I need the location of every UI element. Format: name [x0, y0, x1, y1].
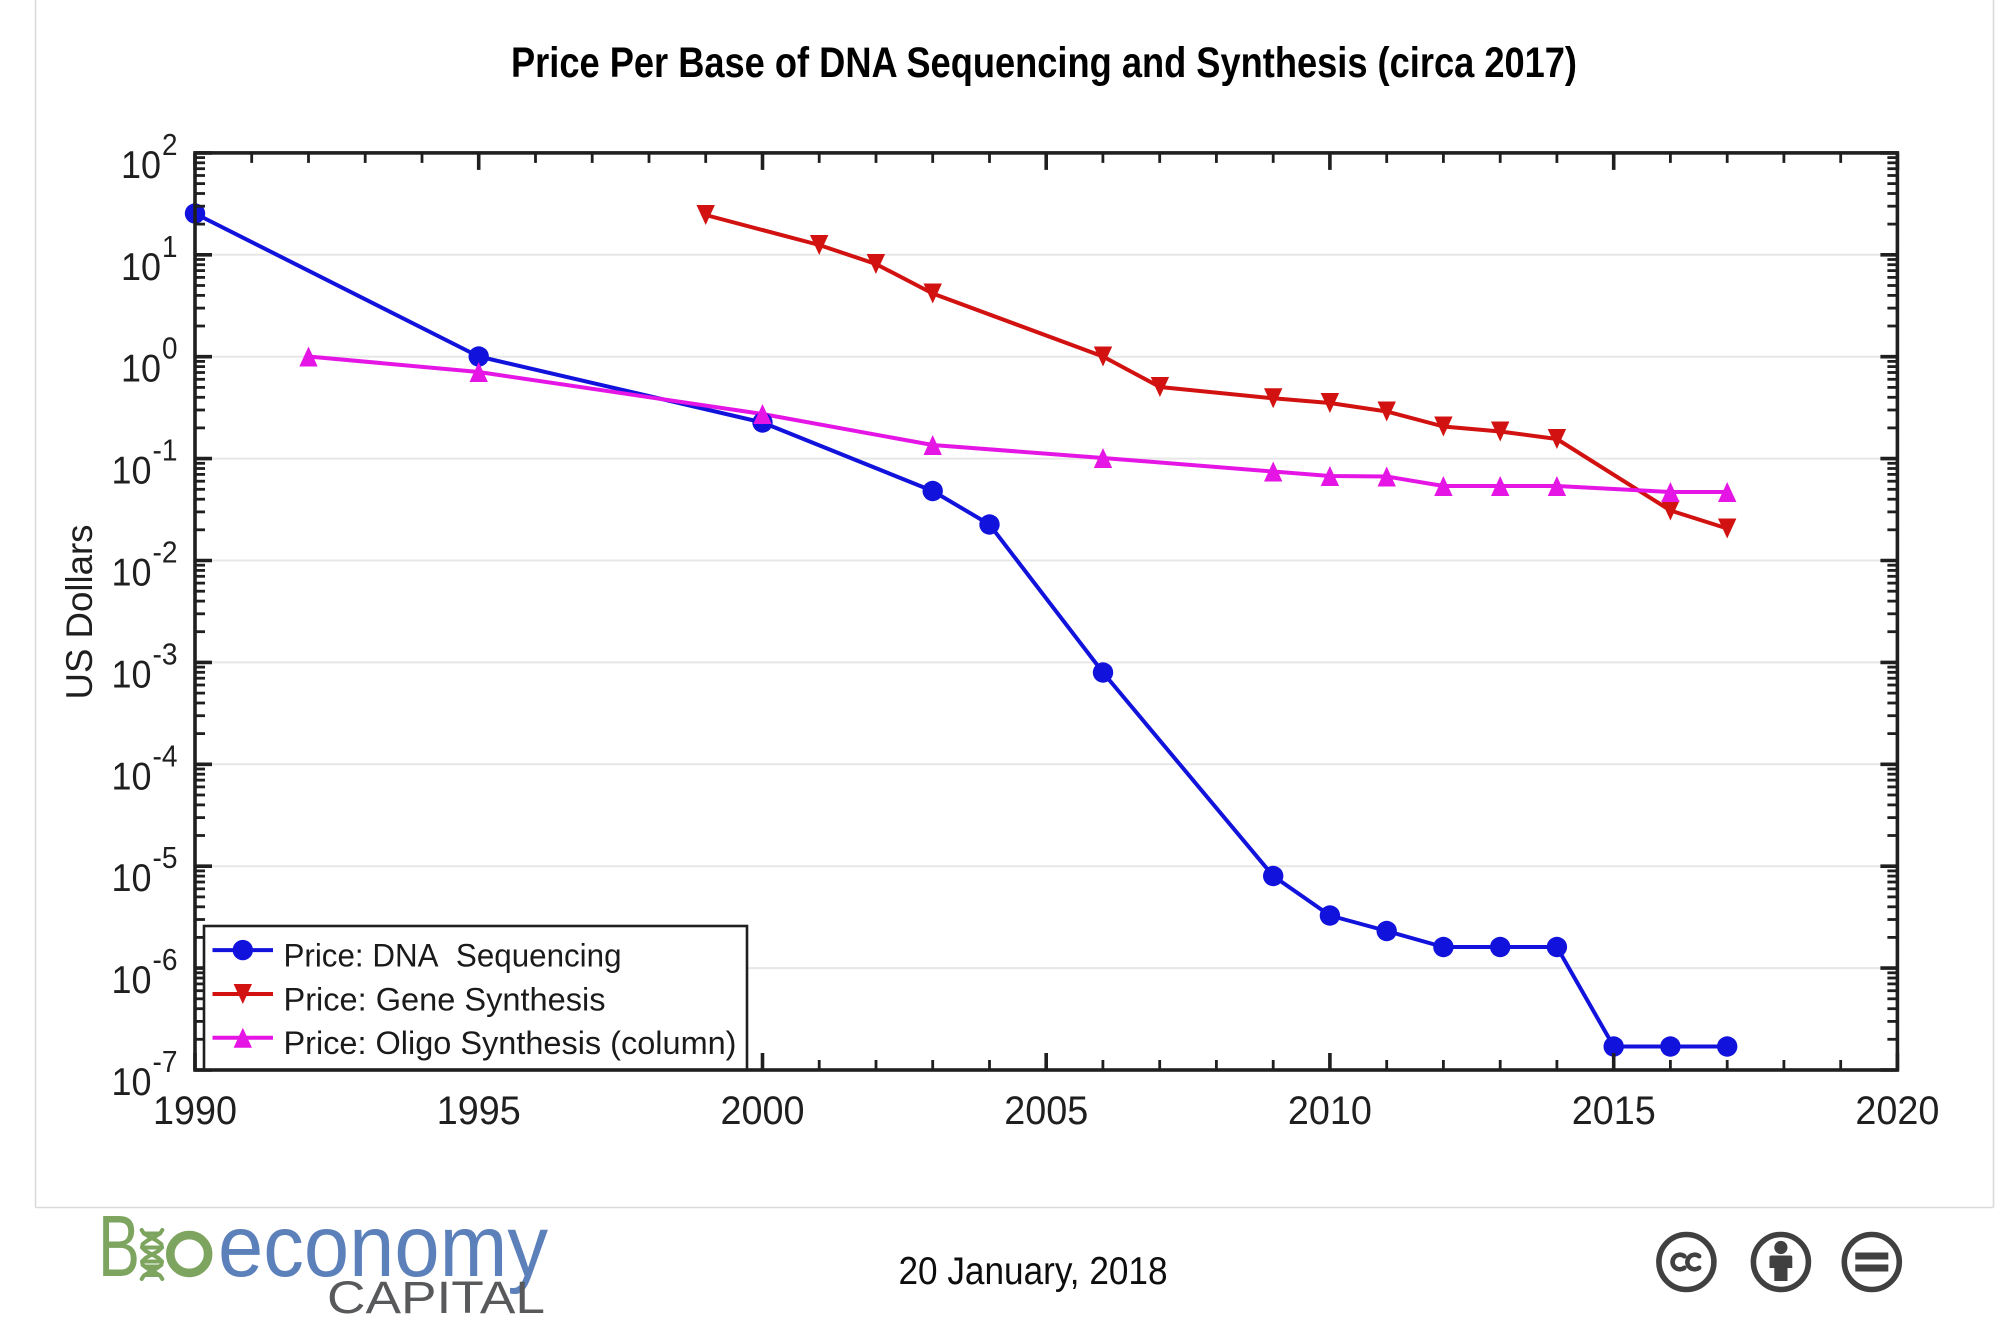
svg-text:-5: -5 [153, 840, 178, 875]
svg-text:1990: 1990 [153, 1089, 237, 1133]
svg-text:Price: DNA Sequencing: Price: DNA Sequencing [284, 938, 622, 974]
svg-text:Price: Gene Synthesis: Price: Gene Synthesis [284, 981, 606, 1017]
svg-text:10: 10 [112, 450, 152, 493]
svg-text:Price Per Base of DNA Sequenci: Price Per Base of DNA Sequencing and Syn… [511, 39, 1577, 87]
svg-text:2020: 2020 [1855, 1089, 1939, 1133]
svg-text:10: 10 [121, 144, 161, 187]
svg-text:20 January, 2018: 20 January, 2018 [899, 1250, 1168, 1293]
svg-text:-4: -4 [153, 738, 178, 773]
svg-text:B: B [98, 1198, 140, 1295]
svg-text:10: 10 [112, 552, 152, 595]
svg-text:10: 10 [112, 653, 152, 696]
svg-text:-6: -6 [153, 942, 178, 977]
svg-text:2015: 2015 [1572, 1089, 1656, 1133]
svg-text:10: 10 [112, 857, 152, 900]
svg-text:CAPITAL: CAPITAL [327, 1272, 545, 1323]
svg-text:2000: 2000 [721, 1089, 805, 1133]
svg-text:economy: economy [218, 1198, 548, 1295]
svg-text:10: 10 [112, 1061, 152, 1104]
svg-text:0: 0 [162, 331, 178, 366]
svg-text:US Dollars: US Dollars [59, 525, 100, 700]
svg-text:1995: 1995 [437, 1089, 521, 1133]
svg-text:2010: 2010 [1288, 1089, 1372, 1133]
svg-text:-1: -1 [153, 433, 178, 468]
svg-text:10: 10 [121, 246, 161, 289]
svg-text:10: 10 [112, 755, 152, 798]
svg-text:2: 2 [162, 127, 178, 162]
svg-text:1: 1 [162, 229, 178, 264]
svg-text:10: 10 [112, 959, 152, 1002]
svg-text:-2: -2 [153, 535, 178, 570]
svg-text:10: 10 [121, 348, 161, 391]
svg-text:2005: 2005 [1004, 1089, 1088, 1133]
svg-text:-7: -7 [153, 1044, 178, 1079]
svg-text:-3: -3 [153, 636, 178, 671]
svg-text:Price: Oligo Synthesis (column: Price: Oligo Synthesis (column) [284, 1025, 737, 1061]
